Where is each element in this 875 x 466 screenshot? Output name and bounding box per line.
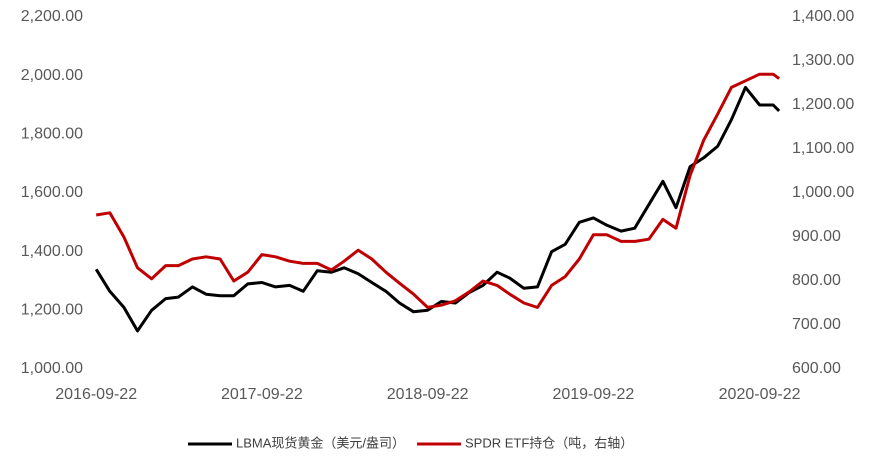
y-tick-label: 1,800.00 (21, 126, 83, 143)
y2-tick-label: 900.00 (792, 228, 841, 245)
y-tick-label: 1,400.00 (21, 243, 83, 260)
series-line (95, 72, 780, 309)
x-tick-label: 2017-09-22 (221, 386, 303, 403)
y2-tick-label: 1,400.00 (792, 8, 854, 25)
y-tick-label: 1,600.00 (21, 184, 83, 201)
y-tick-label: 2,200.00 (21, 8, 83, 25)
x-tick-label: 2019-09-22 (552, 386, 634, 403)
y-tick-label: 2,000.00 (21, 67, 83, 84)
y-tick-label: 1,000.00 (21, 360, 83, 377)
x-tick-label: 2020-09-22 (719, 386, 801, 403)
y-tick-label: 1,200.00 (21, 302, 83, 319)
x-tick-label: 2018-09-22 (387, 386, 469, 403)
x-tick-label: 2016-09-22 (55, 386, 137, 403)
y2-tick-label: 600.00 (792, 360, 841, 377)
y2-tick-label: 1,000.00 (792, 184, 854, 201)
y2-tick-label: 1,300.00 (792, 52, 854, 69)
y2-tick-label: 700.00 (792, 316, 841, 333)
legend-text: LBMA现货黄金（美元/盎司） (236, 435, 405, 450)
y2-tick-label: 1,200.00 (792, 96, 854, 113)
y2-tick-label: 800.00 (792, 272, 841, 289)
y2-tick-label: 1,100.00 (792, 140, 854, 157)
legend-text: SPDR ETF持仓（吨，右轴） (465, 435, 633, 450)
series-line (94, 85, 781, 333)
